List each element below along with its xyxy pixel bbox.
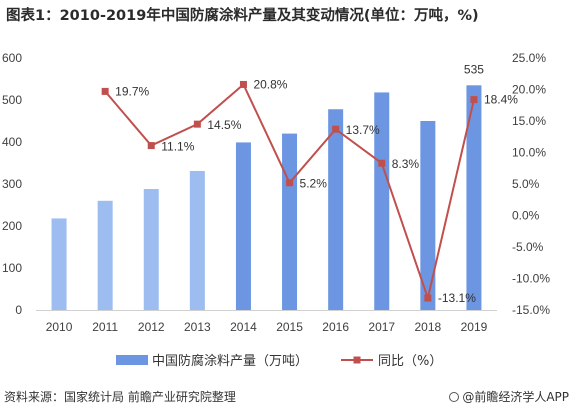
left-axis-tick-label: 0 bbox=[15, 303, 22, 317]
x-axis-tick-label: 2018 bbox=[414, 320, 441, 334]
right-axis-tick-label: 10.0% bbox=[512, 146, 546, 160]
legend-label-line: 同比（%） bbox=[378, 354, 442, 369]
chart-title: 图表1：2010-2019年中国防腐涂料产量及其变动情况(单位：万吨，%) bbox=[6, 8, 479, 24]
growth-point bbox=[470, 96, 478, 104]
brand-label: @前瞻经济学人APP bbox=[449, 388, 569, 405]
x-axis-tick-label: 2010 bbox=[46, 320, 73, 334]
growth-value-label: 13.7% bbox=[346, 123, 380, 137]
growth-value-label: 8.3% bbox=[392, 157, 420, 171]
right-axis-tick-label: 0.0% bbox=[512, 209, 540, 223]
left-axis-tick-label: 300 bbox=[2, 177, 22, 191]
right-axis-tick-label: 25.0% bbox=[512, 51, 546, 65]
bar bbox=[328, 109, 344, 311]
growth-value-label: -13.1% bbox=[438, 291, 476, 305]
growth-point bbox=[193, 120, 201, 128]
growth-point bbox=[424, 294, 432, 302]
x-axis-tick-label: 2015 bbox=[276, 320, 303, 334]
bar bbox=[282, 133, 298, 310]
bar bbox=[420, 121, 436, 310]
x-axis-tick-label: 2016 bbox=[322, 320, 349, 334]
brand-logo-icon bbox=[449, 392, 460, 402]
bar bbox=[97, 200, 113, 310]
bar bbox=[466, 85, 482, 310]
growth-value-label: 14.5% bbox=[207, 118, 241, 132]
bar-layer: 535 bbox=[51, 62, 484, 311]
growth-value-label: 19.7% bbox=[115, 84, 149, 98]
left-axis-tick-label: 500 bbox=[2, 93, 22, 107]
left-axis-tick-label: 200 bbox=[2, 219, 22, 233]
legend-marker-line bbox=[353, 356, 361, 364]
right-axis-tick-label: -5.0% bbox=[512, 240, 544, 254]
source-note: 资料来源：国家统计局 前瞻产业研究院整理 bbox=[4, 390, 236, 404]
growth-point bbox=[239, 80, 247, 88]
bar bbox=[51, 218, 67, 310]
brand-text: @前瞻经济学人APP bbox=[462, 390, 569, 404]
left-axis-tick-label: 600 bbox=[2, 51, 22, 65]
x-axis-tick-label: 2013 bbox=[184, 320, 211, 334]
x-axis-tick-label: 2012 bbox=[138, 320, 165, 334]
growth-value-label: 11.1% bbox=[161, 140, 194, 154]
growth-point bbox=[286, 179, 294, 187]
axis-layer: 0 100 200 300 400 500 600 -15.0% -10.0% -5.0% 0.0%… bbox=[2, 51, 550, 334]
legend: 中国防腐涂料产量（万吨） 同比（%） bbox=[116, 353, 442, 369]
bar bbox=[374, 92, 390, 310]
growth-point bbox=[378, 159, 386, 167]
right-axis-tick-label: -15.0% bbox=[512, 303, 550, 317]
left-axis-tick-label: 400 bbox=[2, 135, 22, 149]
left-axis-tick-label: 100 bbox=[2, 261, 22, 275]
legend-label-bar: 中国防腐涂料产量（万吨） bbox=[152, 353, 308, 369]
right-axis-tick-label: 15.0% bbox=[512, 114, 546, 128]
line-layer: 19.7% 11.1% 14.5% 20.8% 5.2% 13.7% 8.3% -13.1% 1… bbox=[101, 77, 518, 305]
legend-swatch-bar bbox=[116, 355, 148, 365]
bar-value-label: 535 bbox=[464, 62, 484, 76]
x-axis-tick-label: 2017 bbox=[368, 320, 395, 334]
x-axis-tick-label: 2011 bbox=[92, 320, 118, 334]
bar bbox=[189, 170, 205, 310]
growth-value-label: 5.2% bbox=[300, 177, 328, 191]
growth-value-label: 18.4% bbox=[484, 93, 518, 107]
right-axis-tick-label: 5.0% bbox=[512, 177, 540, 191]
growth-point bbox=[147, 142, 155, 150]
right-axis-tick-label: 20.0% bbox=[512, 83, 546, 97]
right-axis-tick-label: -10.0% bbox=[512, 272, 550, 286]
bar bbox=[235, 142, 251, 310]
growth-point bbox=[101, 87, 109, 95]
growth-value-label: 20.8% bbox=[253, 77, 287, 91]
x-axis-tick-label: 2019 bbox=[461, 320, 488, 334]
bar bbox=[143, 189, 159, 310]
growth-point bbox=[332, 125, 340, 133]
x-axis-tick-label: 2014 bbox=[230, 320, 257, 334]
